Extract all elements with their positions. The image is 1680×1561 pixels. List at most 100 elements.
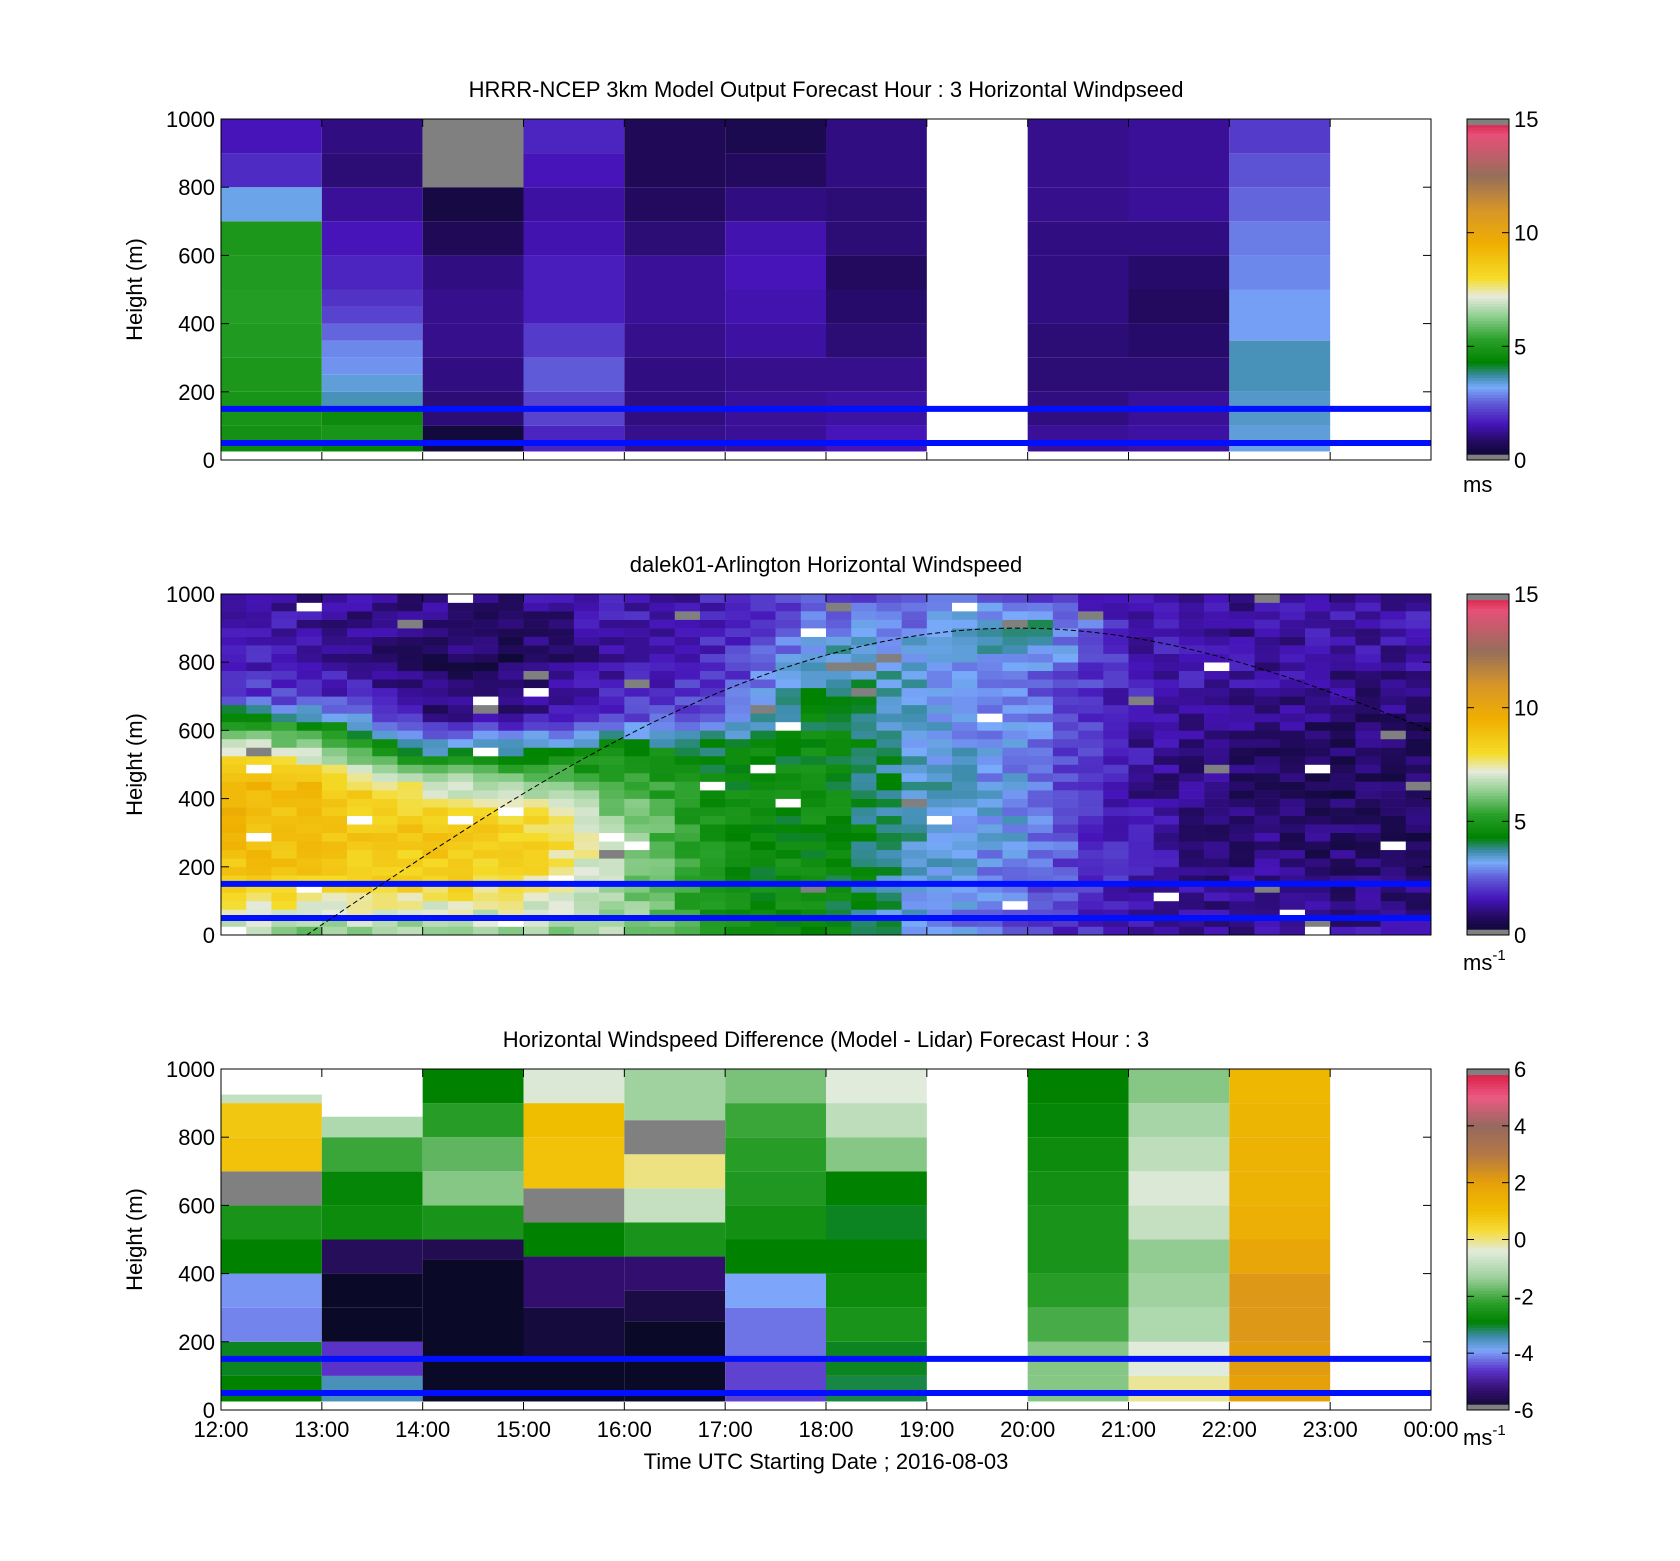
heatmap-cell [1254,679,1281,689]
heatmap-cell [800,866,827,876]
heatmap-cell [498,662,524,672]
heatmap-cell [1178,713,1205,723]
heatmap-cell [1128,721,1155,731]
colorbar-unit: ms-1 [1463,947,1506,975]
colorbar-segment [1467,190,1509,194]
heatmap-cell [649,858,676,868]
heatmap-cell [1229,755,1255,765]
colorbar-segment [1467,1211,1509,1215]
heatmap-cell [599,917,625,927]
heatmap-cell [372,815,398,825]
colorbar-segment [1467,317,1509,322]
colorbar-segment [1467,454,1509,458]
colorbar-segment [1467,1233,1509,1238]
heatmap-cell [1103,679,1129,689]
heatmap-cell [246,909,272,919]
heatmap-cell [1229,645,1255,654]
heatmap-cell [1178,611,1205,620]
heatmap-cell [422,255,524,290]
colorbar-segment [1467,1279,1509,1283]
heatmap-cell [674,645,701,654]
colorbar-segment [1467,1134,1509,1138]
heatmap-cell [674,926,701,935]
colorbar-segment [1467,923,1509,927]
colorbar-segment [1467,605,1509,609]
colorbar-segment [1467,187,1509,191]
heatmap-cell [1178,790,1205,799]
heatmap-cell [1002,900,1028,910]
colorbar-segment [1467,414,1509,418]
colorbar-segment [1467,1219,1509,1223]
heatmap-cell [221,704,247,714]
heatmap-cell [1178,653,1205,663]
heatmap-cell [1002,832,1028,842]
heatmap-cell [750,781,776,791]
heatmap-cell [1052,841,1079,851]
heatmap-cell [397,696,423,706]
colorbar-segment [1467,1367,1509,1371]
heatmap-cell [1229,892,1255,902]
heatmap-cell [826,323,927,358]
heatmap-cell [447,619,474,629]
heatmap-cell [347,704,373,714]
heatmap-cell [321,832,348,842]
heatmap-cell [1103,704,1129,714]
heatmap-cell [1078,781,1104,791]
heatmap-cell [1103,892,1129,902]
heatmap-cell [296,892,323,902]
heatmap-cell [1153,798,1180,808]
heatmap-cell [1078,594,1104,603]
heatmap-cell [296,866,323,876]
heatmap-cell [725,636,751,646]
heatmap-cell [725,815,751,825]
heatmap-cell [447,738,474,748]
reference-lines [221,405,1431,446]
heatmap-cell [977,883,1003,893]
heatmap-cell [397,628,423,637]
heatmap-cell [221,357,322,392]
heatmap-cell [523,645,550,654]
heatmap-cell [422,653,449,663]
heatmap-cell [1002,781,1028,791]
x-tick-label: 19:00 [899,1417,954,1442]
heatmap-cell [523,119,625,154]
heatmap-cell [1103,815,1129,825]
colorbar-segment [1467,750,1509,754]
heatmap-cell [498,636,524,646]
heatmap-cell [473,900,499,910]
heatmap-cell [1405,781,1431,791]
heatmap-cell [422,832,449,842]
heatmap-cell [321,1375,423,1402]
heatmap-cell [1002,790,1028,799]
colorbar-segment [1467,1259,1509,1263]
heatmap-cell [347,798,373,808]
colorbar-segment [1467,1157,1509,1161]
heatmap-cell [1355,662,1381,672]
heatmap-cell [1103,653,1129,663]
heatmap-cell [321,662,348,672]
colorbar-tick-label: 0 [1514,448,1526,473]
heatmap-cell [1229,1205,1331,1240]
heatmap-cell [876,849,902,859]
colorbar-segment [1467,1256,1509,1260]
heatmap-cell [1128,755,1155,765]
heatmap-cell [1279,917,1306,927]
colorbar-segment [1467,425,1509,430]
heatmap-cell [1304,721,1331,731]
heatmap-cell [1204,926,1230,935]
heatmap-cell [674,841,701,851]
heatmap-cell [775,790,802,799]
heatmap-cell [624,1222,726,1257]
heatmap-cell [271,866,297,876]
heatmap-cell [1229,611,1255,620]
heatmap-cell [1128,187,1230,222]
heatmap-cell [422,849,449,859]
heatmap-cell [1254,790,1281,799]
heatmap-cell [523,255,625,290]
heatmap-cell [1103,713,1129,723]
heatmap-cell [296,909,323,919]
heatmap-cell [1027,917,1054,927]
heatmap-cell [1254,670,1281,680]
heatmap-cell [1103,628,1129,637]
heatmap-cell [1027,824,1054,833]
